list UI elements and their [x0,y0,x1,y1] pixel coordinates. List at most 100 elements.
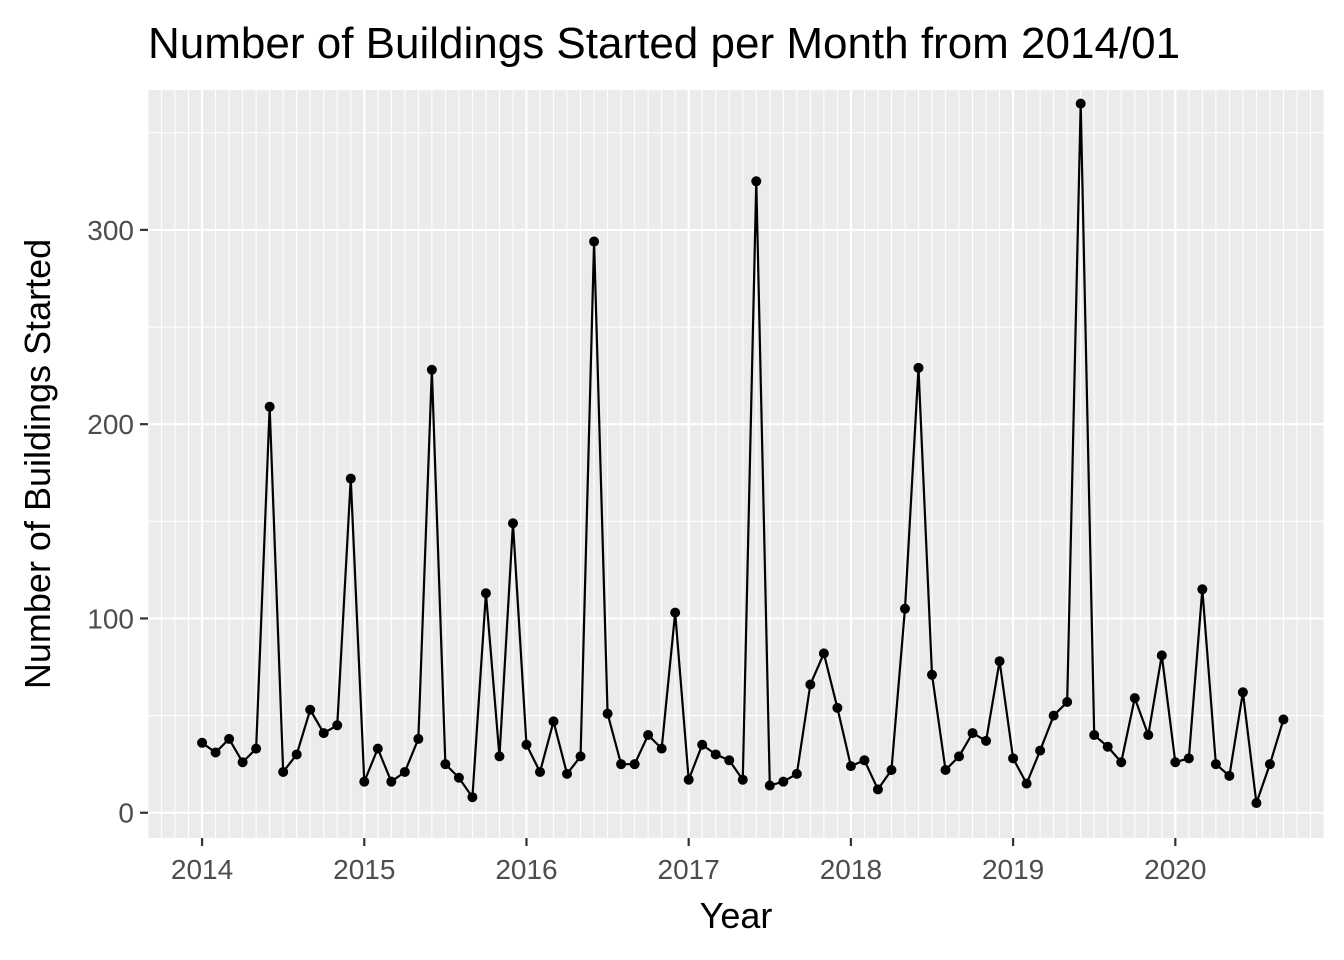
data-point [372,743,383,754]
x-tick-label: 2019 [982,854,1044,885]
x-tick-label: 2016 [495,854,557,885]
data-point [954,751,965,762]
data-point [1116,757,1127,768]
data-point [224,733,235,744]
data-point [1048,710,1059,721]
data-point [399,766,410,777]
data-point [332,720,343,731]
data-point [1129,693,1140,704]
x-tick-label: 2014 [171,854,233,885]
data-point [602,708,613,719]
data-point [872,784,883,795]
data-point [494,751,505,762]
data-point [237,757,248,768]
data-point [967,728,978,739]
data-point [210,747,221,758]
minor-gridlines-y [148,132,1324,717]
data-point [737,774,748,785]
data-point [589,236,600,247]
data-point [818,648,829,659]
data-point [1156,650,1167,661]
data-point [440,759,451,770]
data-point [359,776,370,787]
data-point [197,737,208,748]
data-point [656,743,667,754]
data-point [386,776,397,787]
data-point [251,743,262,754]
data-point [535,766,545,777]
data-point [643,730,654,741]
data-point [1021,778,1032,789]
data-point [1170,757,1181,768]
data-point [1075,98,1086,109]
y-axis: 0 100 200 300 [87,215,148,829]
x-axis-title: Year [700,895,773,936]
data-point [291,749,302,760]
data-point [1278,714,1289,725]
x-axis: 2014 2015 2016 2017 2018 2019 2020 [171,838,1206,885]
y-axis-title: Number of Buildings Started [17,239,58,689]
data-point [264,401,275,412]
data-point [616,759,627,770]
data-point [886,765,897,775]
data-point [845,761,856,772]
data-point [1197,584,1208,595]
data-point [1102,741,1113,752]
data-point [548,716,559,727]
data-point [413,733,424,744]
data-point [1183,753,1194,764]
data-point [710,749,721,760]
data-point [940,765,951,775]
data-point [1251,798,1262,809]
x-tick-label: 2015 [333,854,395,885]
x-tick-label: 2018 [820,854,882,885]
data-point [1224,770,1235,781]
data-point [981,735,992,746]
data-point [927,669,937,680]
data-point [899,603,910,614]
data-point [480,588,491,599]
data-point [467,792,478,803]
data-point [683,774,694,785]
data-point [521,739,532,750]
y-tick-label: 200 [87,409,134,440]
data-point [1089,730,1100,741]
data-point [778,776,789,787]
data-point [764,780,775,791]
y-tick-label: 0 [118,798,134,829]
data-point [629,759,640,770]
chart-title: Number of Buildings Started per Month fr… [148,19,1180,68]
y-tick-label: 100 [87,603,134,634]
data-point [751,176,762,187]
data-point [1062,697,1073,707]
x-tick-label: 2020 [1144,854,1206,885]
data-point [724,755,735,766]
data-point [507,518,518,529]
data-point [1008,753,1019,764]
data-point [575,751,586,762]
data-point [1210,759,1221,770]
data-point [1035,745,1046,756]
x-tick-label: 2017 [658,854,720,885]
y-tick-label: 300 [87,215,134,246]
data-point [859,755,870,766]
data-point [278,766,289,777]
data-point [305,704,316,715]
data-point [1237,687,1248,698]
data-point [562,768,573,779]
data-point [994,656,1005,667]
major-gridlines-x [200,90,1177,838]
data-point [345,473,356,484]
data-point [453,772,464,783]
data-point [805,679,816,690]
data-point [832,702,843,713]
data-point [791,768,802,779]
data-point [1143,730,1154,741]
data-point [1264,759,1275,770]
series-buildings-started [197,98,1289,809]
data-point [318,728,329,739]
data-point [426,364,437,375]
plot-panel [148,90,1324,838]
data-point [913,362,924,373]
